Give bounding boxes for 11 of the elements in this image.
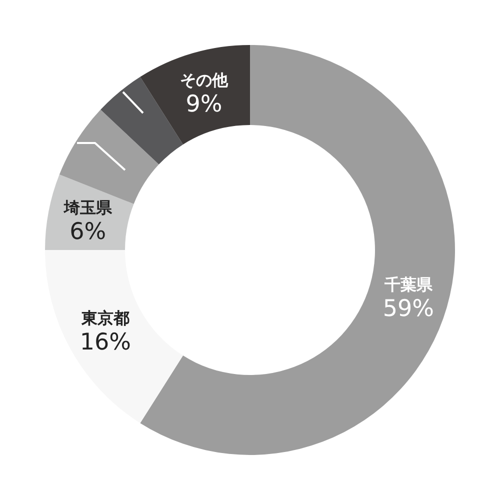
- slice-label: 埼玉県: [62, 198, 113, 218]
- donut-slice: [140, 45, 455, 455]
- data-label: 6%: [70, 219, 106, 246]
- data-label: 59%: [382, 296, 434, 322]
- slice-label: その他: [180, 70, 229, 90]
- data-label: 16%: [80, 329, 131, 356]
- donut-slice: [140, 45, 250, 144]
- data-label: 9%: [186, 92, 222, 118]
- donut-slice: [45, 250, 184, 424]
- slice-label: 千葉県: [383, 275, 434, 294]
- slice-label: 東京都: [80, 308, 130, 328]
